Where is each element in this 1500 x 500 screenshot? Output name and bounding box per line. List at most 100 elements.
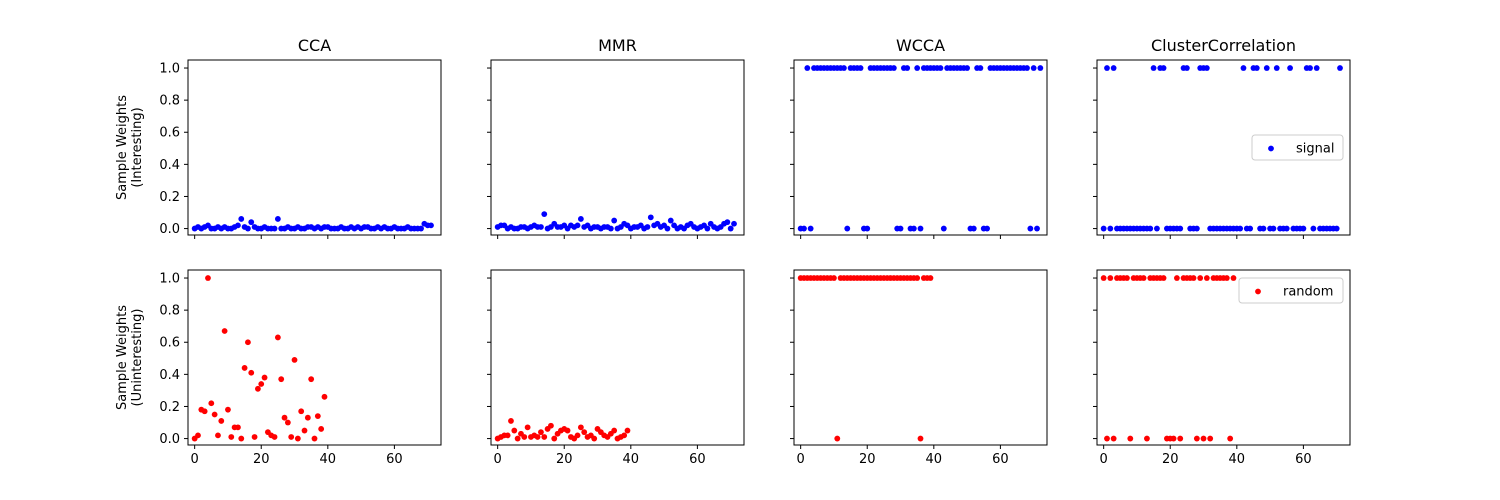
random-point (551, 435, 558, 442)
signal-point (574, 222, 581, 229)
signal-point (538, 224, 544, 230)
panel-random-cca: 0 20 40 60 0.0 0.2 0.4 0.6 0.8 1.0 (159, 269, 442, 467)
x-tick-label: 0 (797, 452, 805, 467)
random-point (258, 381, 265, 387)
y-tick-label: 0.2 (159, 400, 180, 415)
random-point (238, 435, 245, 442)
random-point (1207, 435, 1214, 442)
signal-point (611, 217, 618, 224)
y-tick-label: 0.6 (159, 336, 180, 351)
signal-point (248, 219, 255, 226)
signal-point (724, 219, 731, 226)
signal-point (917, 225, 924, 232)
random-point (308, 376, 315, 383)
panel-signal-clustercorrelation: ClusterCorrelation (1093, 36, 1351, 239)
signal-point (577, 216, 584, 222)
random-point (211, 411, 218, 418)
signal-point (1024, 65, 1030, 71)
signal-point (1240, 65, 1247, 71)
signal-point (1253, 65, 1260, 71)
signal-point (1030, 65, 1037, 71)
random-point (521, 434, 528, 440)
random-point (621, 432, 628, 439)
x-tick-label: 20 (253, 452, 270, 467)
random-point (248, 369, 255, 376)
signal-point (940, 225, 947, 232)
signal-point (274, 216, 281, 222)
random-point (1190, 275, 1197, 281)
random-point (304, 414, 311, 421)
random-point (221, 328, 228, 334)
random-point (524, 424, 531, 431)
random-point (281, 414, 288, 421)
x-tick-label: 20 (556, 452, 573, 467)
panel-title: WCCA (896, 36, 945, 55)
random-point (208, 400, 215, 407)
panel-signal-cca: 0.0 0.2 0.4 0.6 0.8 1.0 CCA (159, 36, 442, 239)
random-point (1170, 435, 1177, 442)
panel-title: ClusterCorrelation (1151, 36, 1296, 55)
signal-point (977, 65, 984, 71)
x-tick-label: 0 (1100, 452, 1108, 467)
signal-point (904, 65, 911, 71)
signal-point (245, 225, 251, 232)
y-tick-label: 0.0 (159, 432, 180, 447)
random-point (1140, 275, 1147, 281)
signal-point (1310, 225, 1317, 232)
random-point (927, 275, 934, 281)
legend-signal: signal (1251, 134, 1344, 161)
signal-point (1034, 225, 1040, 232)
random-point (1107, 275, 1114, 281)
random-point (261, 374, 268, 381)
x-tick-label: 40 (623, 452, 640, 467)
random-point (235, 424, 241, 431)
ylabel-line: (Uninteresting) (130, 309, 145, 407)
random-point (228, 434, 235, 440)
signal-point (1183, 65, 1190, 71)
random-point (611, 427, 618, 434)
signal-point (984, 225, 990, 232)
random-point (298, 408, 305, 415)
y-tick-label: 0.4 (159, 368, 180, 383)
signal-point (1273, 65, 1280, 71)
signal-point (857, 65, 864, 71)
random-point (284, 419, 291, 426)
random-point (1227, 435, 1234, 442)
random-point (195, 432, 201, 439)
y-tick-label: 0.0 (159, 222, 180, 237)
random-point (548, 422, 554, 429)
axes-frame (490, 269, 745, 446)
signal-point (897, 225, 904, 232)
x-tick-label: 40 (926, 452, 943, 467)
random-point (1110, 435, 1117, 442)
y-tick-label: 1.0 (159, 62, 180, 77)
random-point (1144, 435, 1150, 442)
legend-box (1251, 134, 1344, 161)
x-tick-label: 20 (859, 452, 876, 467)
random-point (274, 334, 281, 341)
signal-point (1333, 225, 1340, 232)
signal-point (1177, 225, 1184, 232)
signal-point (1237, 225, 1244, 232)
signal-point (727, 225, 734, 232)
random-point (1197, 275, 1204, 281)
signal-point (667, 217, 674, 224)
random-point (255, 385, 261, 392)
y-tick-label: 0.8 (159, 304, 180, 319)
x-tick-label: 40 (320, 452, 337, 467)
random-point (318, 426, 325, 432)
panel-random-clustercorrelation: 0 20 40 60 (1093, 269, 1351, 467)
signal-point (418, 225, 424, 232)
panel-random-wcca: 0 20 40 60 (790, 269, 1048, 467)
signal-point (914, 65, 921, 71)
x-tick-label: 60 (1295, 452, 1312, 467)
signal-point (1247, 225, 1254, 232)
signal-point (1337, 65, 1343, 71)
signal-point (1110, 65, 1117, 71)
random-point (831, 275, 837, 281)
random-point (514, 435, 521, 442)
random-point (251, 434, 258, 440)
random-point (1127, 435, 1134, 442)
y-tick-label: 0.6 (159, 126, 180, 141)
